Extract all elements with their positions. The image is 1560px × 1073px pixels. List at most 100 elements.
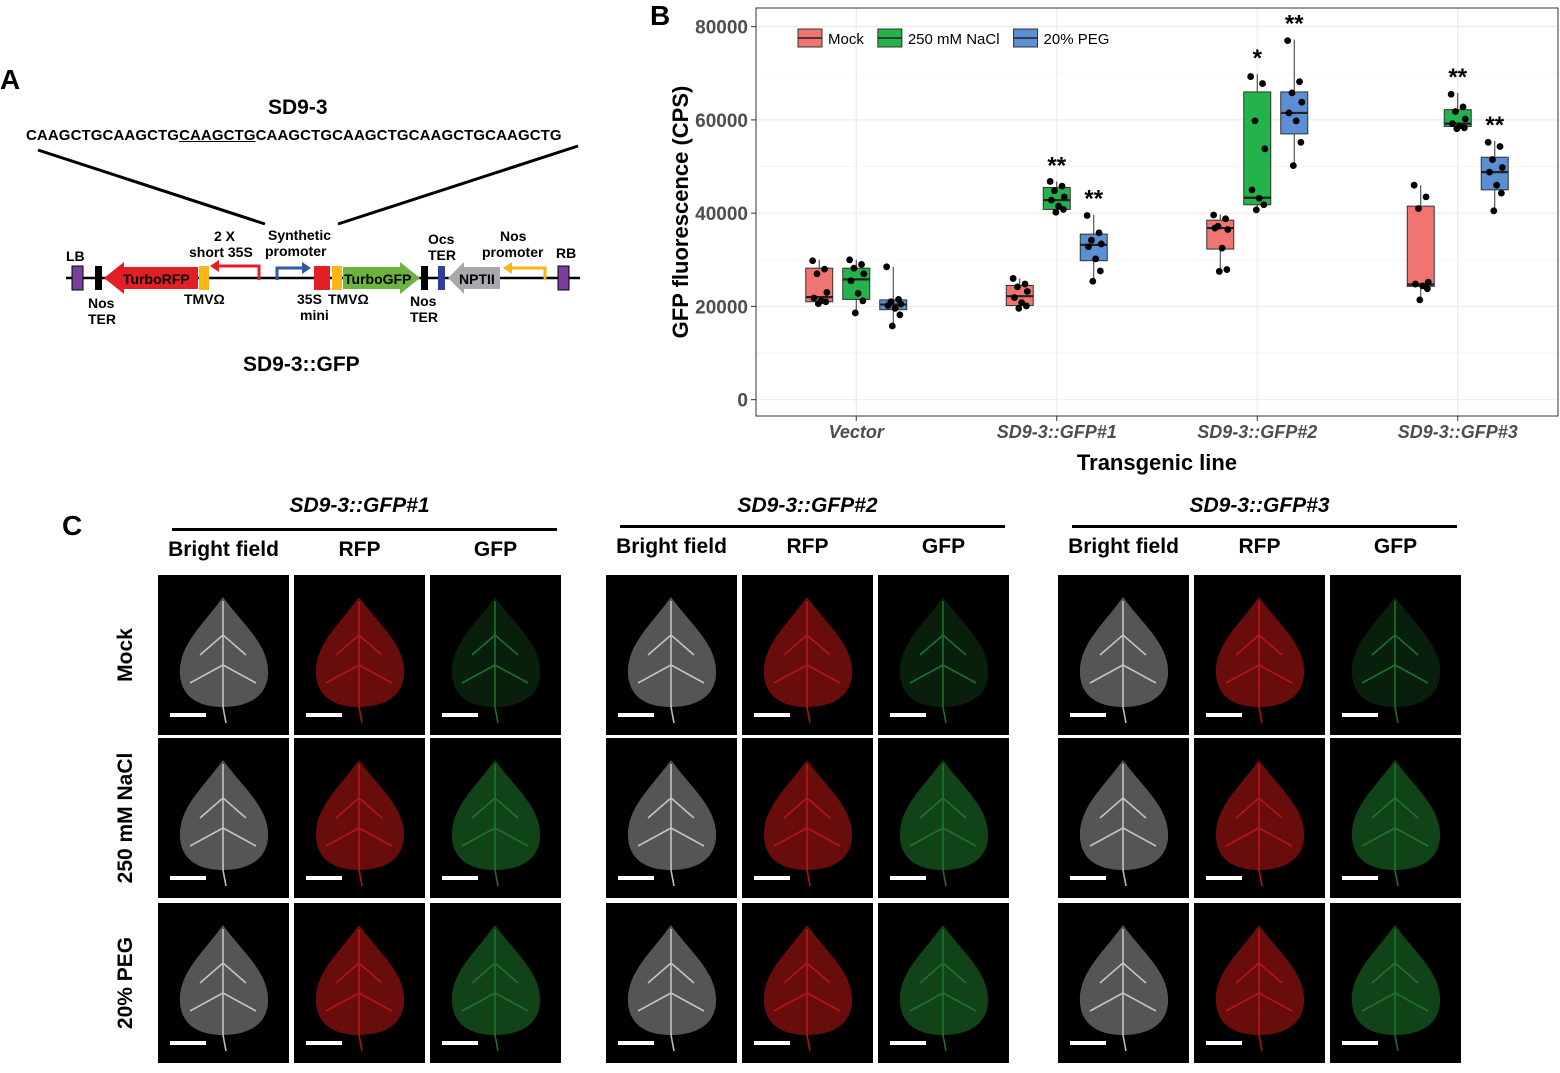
data-point [1222,215,1229,223]
leaf-image-tile [1330,903,1461,1063]
data-point [1252,206,1260,214]
ocs-ter-label-2: TER [428,247,456,263]
leaf-image-tile [1330,575,1461,735]
leaf-icon [763,597,853,724]
data-point [1048,196,1055,204]
box-20-peg-2: ** [1280,11,1309,170]
scale-bar [170,713,206,717]
lb-box [71,265,84,291]
y-tick-label: 20000 [695,297,748,318]
leaf-image-tile [606,575,737,735]
short35s-label-1: 2 X [214,228,236,244]
box-mock-2 [1206,211,1235,275]
data-point [1015,304,1023,312]
panel-b-letter: B [650,0,671,31]
legend-item-1: 250 mM NaCl [877,28,1000,48]
data-point [1289,162,1297,170]
scale-bar [754,713,790,717]
ocs-ter-label-1: Ocs [428,231,455,247]
turbogfp-arrow [343,262,420,294]
legend-label: 20% PEG [1044,31,1110,48]
x-tick-label: Vector [829,422,885,442]
rb-label: RB [556,245,576,261]
construct-diagram: LB RB TurboRFP TurboGFP NPTII Nos TER TM… [37,144,580,327]
leaf-image-tile [158,903,289,1063]
scale-bar [306,713,342,717]
significance-marker: ** [1285,11,1304,38]
scale-bar [306,1041,342,1045]
leaf-icon [451,925,541,1052]
nos-ter-left-box [95,266,102,290]
data-point [809,257,817,265]
sequence-suffix: CAAGCTGCAAGCTGCAAGCTGCAAGCTG [255,127,562,144]
data-point [884,302,892,309]
data-point [896,311,904,319]
nos-promoter-label-2: promoter [482,244,544,260]
leaf-icon [627,760,717,887]
scale-bar [170,1041,206,1045]
leaf-icon [899,925,989,1052]
data-point [1095,229,1103,237]
scale-bar [1206,876,1242,880]
data-point [897,300,905,308]
sequence-prefix: CAAGCTGCAAGCTG [26,127,180,144]
column-label: RFP [338,538,381,561]
y-axis-title: GFP fluorescence (CPS) [668,86,693,339]
data-point [1416,296,1424,304]
synthetic-promoter-label-1: Synthetic [268,227,331,243]
scale-bar [442,876,478,880]
column-label: Bright field [616,535,727,558]
data-point [1009,275,1017,282]
data-point [1484,138,1492,146]
x-axis-title: Transgenic line [1077,450,1237,475]
nos-ter-right-label-1: Nos [410,293,437,309]
group-rule [172,528,557,531]
data-point [1224,226,1232,233]
leaf-icon [763,925,853,1052]
leaf-image-tile [430,738,561,898]
leaf-icon [1079,760,1169,887]
sequence-title: SD9-3 [268,96,328,119]
scale-bar [754,876,790,880]
scale-bar [1342,713,1378,717]
mini35s-label-1: 35S [297,291,322,307]
leaf-image-tile [878,903,1009,1063]
nos-ter-right-label-2: TER [410,309,438,325]
data-point [1092,255,1100,263]
scale-bar [442,1041,478,1045]
data-point [1088,236,1095,244]
leaf-icon [1215,760,1305,887]
data-point [1223,266,1231,273]
plot-border [755,7,1559,417]
synthetic-promoter-label-2: promoter [265,243,327,259]
data-point [851,309,859,317]
column-label: GFP [1373,535,1418,558]
data-point [1052,208,1060,216]
data-point [1051,187,1058,195]
y-tick-label: 60000 [695,111,748,132]
data-point [1489,156,1496,163]
leaf-image-tile [1058,903,1189,1063]
box-250-mm-nacl-0 [842,256,871,317]
nptii-label: NPTII [459,271,495,287]
leaf-icon [315,597,405,724]
ocs-ter-box [438,266,445,290]
data-point [1251,117,1259,125]
data-point [1218,244,1226,252]
data-point [1423,285,1431,293]
data-point [1415,205,1422,212]
box-body [1406,205,1435,287]
leaf-image-tile [294,738,425,898]
scale-bar [1342,876,1378,880]
scale-bar [1070,876,1106,880]
data-point [1424,278,1432,286]
data-point [1023,288,1031,295]
scale-bar [618,1041,654,1045]
data-point [858,261,865,268]
sequence-core-element: CAAGCTG [179,127,256,144]
legend-label: 250 mM NaCl [908,31,1000,48]
legend-label: Mock [828,31,864,48]
leaf-icon [315,925,405,1052]
leaf-icon [1079,597,1169,724]
